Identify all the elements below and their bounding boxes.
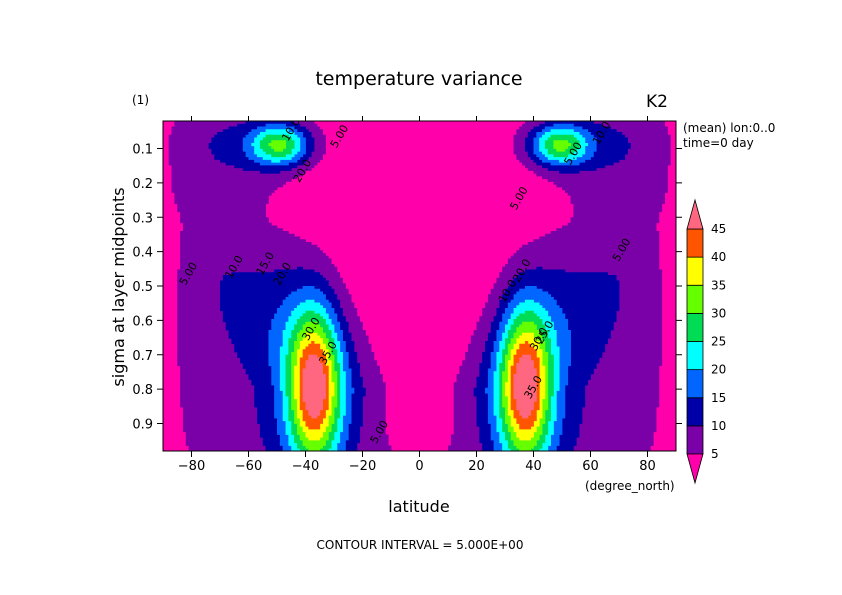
colorbar-label: 35 bbox=[711, 278, 726, 292]
x-tick-label: 80 bbox=[639, 459, 656, 474]
x-tick-label: −20 bbox=[349, 459, 376, 474]
y-axis-label: sigma at layer midpoints bbox=[109, 187, 128, 386]
meta-line-mean: (mean) lon:0..0 bbox=[683, 121, 775, 135]
y-tick-label: 0.3 bbox=[132, 211, 153, 226]
colorbar-lower-arrow bbox=[686, 453, 704, 485]
colorbar-upper-arrow bbox=[686, 198, 704, 230]
x-axis: −80 −60 −40 −20 0 20 40 60 80 bbox=[178, 116, 656, 474]
y-tick-label: 0.4 bbox=[132, 246, 153, 261]
colorbar-label: 5 bbox=[711, 447, 719, 461]
y-tick-label: 0.2 bbox=[132, 177, 153, 192]
colorbar-label: 40 bbox=[711, 250, 726, 264]
y-axis: 0.1 0.2 0.3 0.4 0.5 0.6 0.7 0.8 0.9 bbox=[132, 143, 682, 433]
x-tick-label: 60 bbox=[582, 459, 599, 474]
x-tick-label: −60 bbox=[235, 459, 262, 474]
colorbar-label: 15 bbox=[711, 391, 726, 405]
y-tick-label: 0.1 bbox=[132, 143, 153, 158]
y-tick-label: 0.7 bbox=[132, 349, 153, 364]
contour-interval-footer: CONTOUR INTERVAL = 5.000E+00 bbox=[317, 538, 524, 552]
x-tick-label: 20 bbox=[468, 459, 485, 474]
colorbar-label: 45 bbox=[711, 222, 726, 236]
colorbar-swatch-5-10 bbox=[686, 425, 704, 455]
colorbar-swatch-20-25 bbox=[686, 341, 704, 371]
x-tick-label: −40 bbox=[292, 459, 319, 474]
y-tick-label: 0.9 bbox=[132, 418, 153, 433]
colorbar-swatch-40-45 bbox=[686, 228, 704, 258]
y-tick-label: 0.5 bbox=[132, 280, 153, 295]
contour-fill-level-35 bbox=[294, 332, 546, 441]
colorbar-label: 25 bbox=[711, 335, 726, 349]
y-tick-label: 0.6 bbox=[132, 314, 153, 329]
x-tick-label: 40 bbox=[525, 459, 542, 474]
x-tick-label: −80 bbox=[178, 459, 205, 474]
panel-label: (1) bbox=[132, 93, 149, 107]
chart-title: temperature variance bbox=[315, 68, 522, 90]
colorbar: 5 10 15 20 25 30 35 40 45 bbox=[686, 198, 726, 485]
meta-line-time: time=0 day bbox=[683, 136, 754, 150]
colorbar-swatch-35-40 bbox=[686, 256, 704, 286]
experiment-label: K2 bbox=[646, 92, 668, 112]
contour-fill-layers bbox=[168, 121, 671, 451]
y-tick-label: 0.8 bbox=[132, 383, 153, 398]
contour-fill-level-25 bbox=[259, 134, 580, 451]
colorbar-swatch-25-30 bbox=[686, 312, 704, 342]
x-tick-label: 0 bbox=[415, 459, 423, 474]
contour-fill-level-30 bbox=[268, 140, 571, 451]
plot-area: 5.00 10.0 15.020.030.035.010.0 5.0020.05.00… bbox=[163, 121, 676, 451]
colorbar-label: 20 bbox=[711, 363, 726, 377]
colorbar-label: 30 bbox=[711, 306, 726, 320]
x-unit-label: (degree_north) bbox=[585, 479, 675, 493]
colorbar-swatch-10-15 bbox=[686, 397, 704, 427]
colorbar-label: 10 bbox=[711, 419, 726, 433]
colorbar-swatch-15-20 bbox=[686, 369, 704, 399]
colorbar-swatch-30-35 bbox=[686, 284, 704, 314]
x-axis-label: latitude bbox=[388, 497, 449, 516]
